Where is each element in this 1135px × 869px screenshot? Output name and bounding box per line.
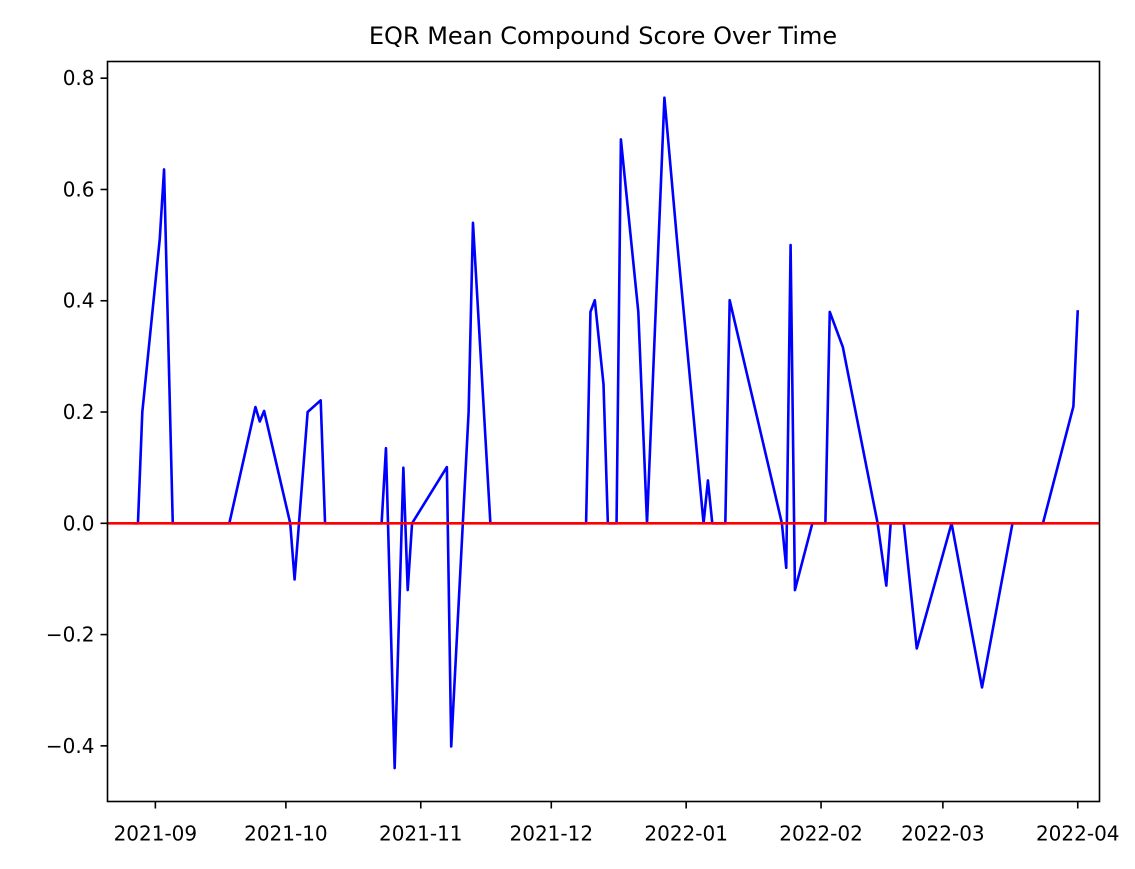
x-tick-label: 2021-09 xyxy=(114,822,198,846)
y-tick-label: 0.0 xyxy=(63,511,95,535)
y-tick-label: 0.8 xyxy=(63,66,95,90)
series-layer xyxy=(107,96,1100,770)
x-tick-label: 2022-01 xyxy=(644,822,728,846)
series-line-0 xyxy=(133,96,1080,770)
x-tick-label: 2021-10 xyxy=(244,822,328,846)
x-tick-label: 2022-03 xyxy=(901,822,985,846)
y-tick-label: 0.2 xyxy=(63,400,95,424)
y-tick-label: 0.6 xyxy=(63,177,95,201)
y-tick-label: 0.4 xyxy=(63,289,95,313)
y-tick-label: −0.2 xyxy=(46,623,95,647)
x-tick-label: 2021-11 xyxy=(379,822,463,846)
plot-frame xyxy=(106,60,1101,803)
chart-title: EQR Mean Compound Score Over Time xyxy=(369,22,837,50)
axes-layer: 2021-09 2021-10 2021-11 2021-12 2022-01 2022-… xyxy=(46,66,1120,845)
y-tick-label: −0.4 xyxy=(46,734,95,758)
x-tick-label: 2022-04 xyxy=(1036,822,1120,846)
x-tick-label: 2022-02 xyxy=(779,822,863,846)
x-tick-label: 2021-12 xyxy=(510,822,594,846)
